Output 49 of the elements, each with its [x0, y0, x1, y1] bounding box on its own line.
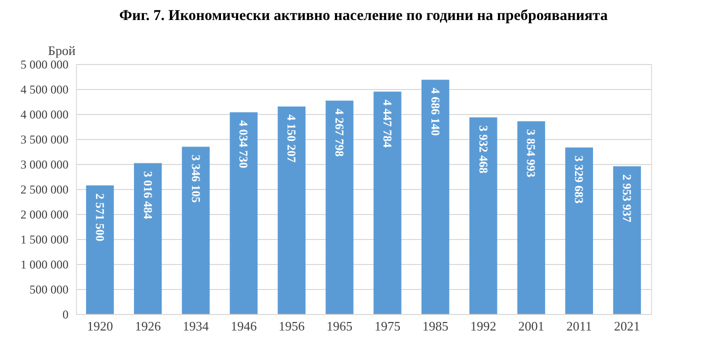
x-tick-label: 2021: [614, 318, 640, 334]
data-label: 2 953 937: [620, 174, 634, 222]
y-tick-label: 500 000: [30, 282, 68, 296]
y-tick-label: 0: [62, 308, 68, 322]
x-tick-label: 1934: [182, 318, 210, 334]
y-tick-label: 2 500 000: [20, 182, 68, 196]
bar: [278, 106, 306, 314]
y-tick-label: 3 500 000: [20, 132, 68, 146]
x-tick-label: 1926: [134, 318, 162, 334]
y-axis-title: Брой: [48, 43, 76, 58]
data-label: 4 150 207: [284, 114, 299, 162]
bar: [326, 100, 354, 314]
y-tick-label: 3 000 000: [20, 158, 68, 172]
data-label: 3 016 484: [140, 171, 155, 220]
bar: [182, 146, 210, 314]
bar: [613, 166, 641, 314]
bar: [421, 80, 450, 314]
x-tick-label: 2011: [566, 318, 592, 334]
chart-title: Фиг. 7. Икономически активно население по години на преброяванията: [119, 8, 608, 24]
bar: [230, 112, 258, 314]
data-label: 4 267 798: [332, 108, 347, 157]
data-label: 3 854 993: [524, 129, 538, 178]
data-label: 4 447 784: [380, 100, 394, 148]
x-tick-label: 1956: [278, 318, 306, 334]
y-tick-label: 1 500 000: [20, 232, 68, 246]
x-tick-label: 1985: [422, 318, 448, 334]
bar: [134, 163, 162, 314]
bar: [469, 117, 498, 314]
y-tick-label: 1 000 000: [20, 258, 68, 272]
x-tick-label: 2001: [518, 318, 544, 334]
x-tick-label: 1975: [374, 318, 400, 334]
data-label: 3 346 105: [188, 154, 203, 203]
bar: [86, 185, 114, 314]
x-tick-label: 1946: [230, 318, 258, 334]
y-tick-label: 4 500 000: [20, 82, 68, 96]
data-label: 3 329 683: [572, 156, 586, 204]
x-tick-label: 1992: [470, 318, 496, 334]
data-label: 3 932 468: [476, 125, 490, 174]
data-label: 4 686 140: [428, 88, 442, 136]
bar: [565, 148, 594, 314]
y-tick-label: 2 000 000: [20, 208, 68, 222]
data-label: 2 571 500: [92, 193, 107, 242]
x-tick-label: 1965: [326, 318, 353, 334]
x-tick-label: 1920: [86, 318, 113, 334]
y-tick-label: 4 000 000: [20, 108, 68, 122]
bar: [374, 92, 402, 314]
data-label: 4 034 730: [236, 120, 251, 168]
bar: [517, 121, 546, 314]
y-tick-label: 5 000 000: [20, 58, 68, 72]
